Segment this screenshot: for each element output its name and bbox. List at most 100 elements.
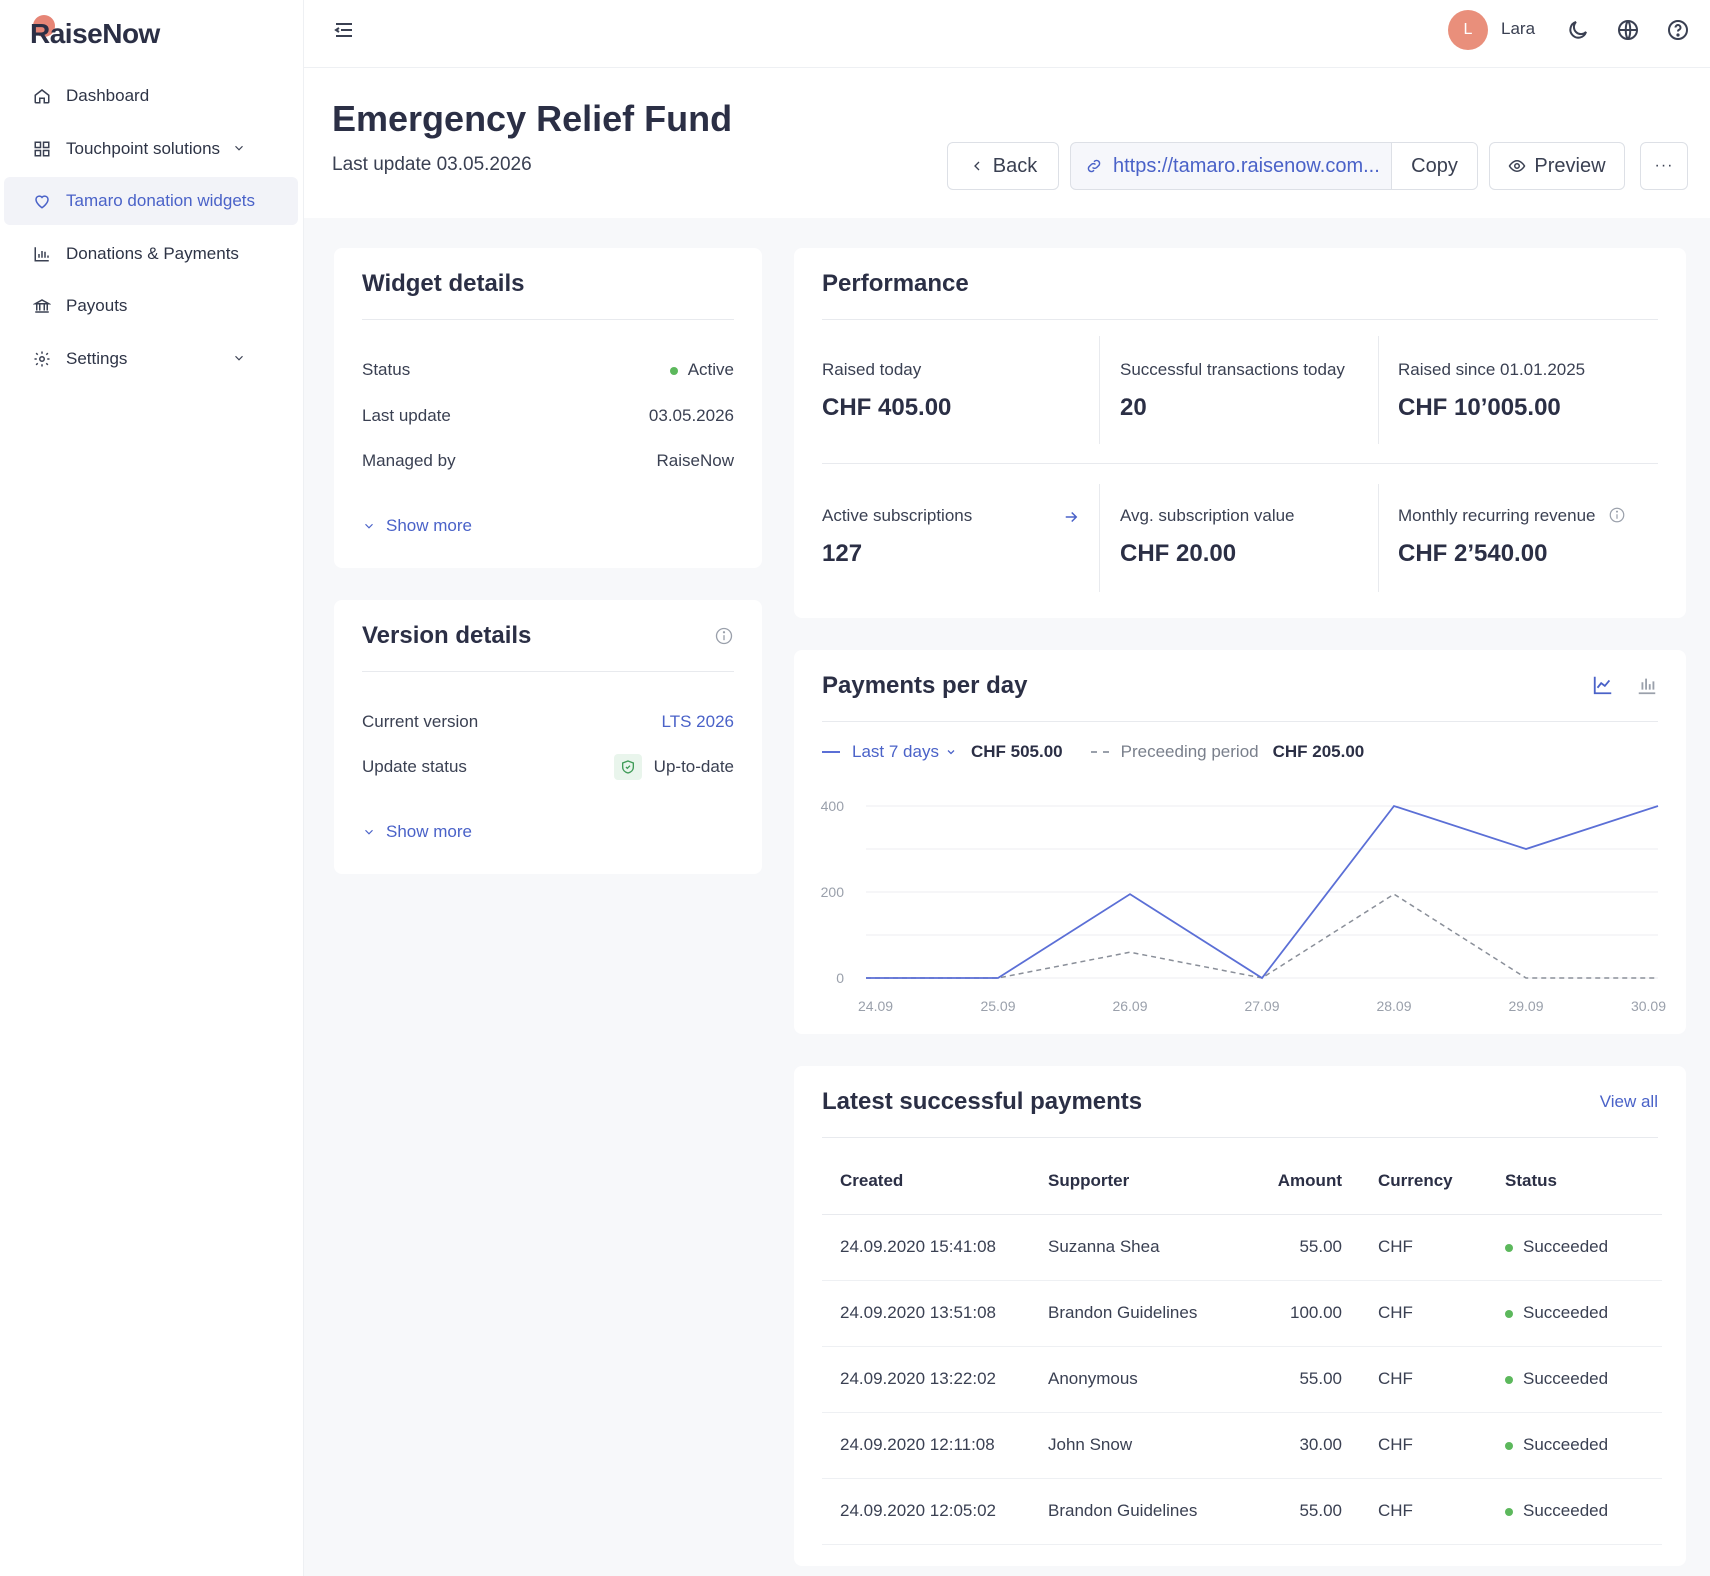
help-icon[interactable]	[1666, 18, 1690, 42]
sidebar-item-label: Touchpoint solutions	[66, 138, 221, 158]
last-update-value: 03.05.2026	[648, 406, 734, 425]
more-options-button[interactable]: ···	[1640, 142, 1688, 190]
globe-icon[interactable]	[1616, 18, 1640, 42]
chevron-down-icon	[947, 750, 955, 755]
sidebar: RaiseNow Dashboard Touchpoint solutions …	[0, 0, 304, 1576]
logo-dot	[33, 15, 55, 37]
stat-active-subscriptions[interactable]: Active subscriptions 127	[822, 506, 1080, 568]
cell-status: Succeeded	[1487, 1478, 1662, 1545]
sidebar-item-touchpoint-solutions[interactable]: Touchpoint solutions	[4, 125, 298, 173]
status-text: Succeeded	[1523, 1237, 1609, 1256]
x-tick-label: 29.09	[1508, 998, 1543, 1014]
status-dot	[1505, 1375, 1513, 1384]
sidebar-item-label: Dashboard	[66, 86, 150, 105]
avatar[interactable]: L	[1448, 10, 1488, 50]
sidebar-item-tamaro-donation-widgets[interactable]: Tamaro donation widgets	[4, 177, 298, 225]
info-icon[interactable]	[714, 626, 734, 646]
status-dot	[1505, 1243, 1513, 1252]
show-more-button[interactable]: Show more	[362, 822, 472, 842]
chart-legend: Last 7 days CHF 505.00 Preceeding period…	[822, 742, 1364, 762]
stat-label: Active subscriptions	[822, 506, 973, 525]
page-subtitle: Last update 03.05.2026	[332, 154, 532, 175]
status-text: Succeeded	[1523, 1369, 1609, 1388]
divider	[1378, 336, 1379, 444]
column-header-supporter[interactable]: Supporter	[1030, 1148, 1250, 1215]
stat-label: Raised since 01.01.2025	[1398, 360, 1586, 379]
show-more-label: Show more	[386, 822, 472, 841]
table-row[interactable]: 24.09.2020 12:11:08 John Snow 30.00 CHF …	[822, 1412, 1662, 1479]
previous-period-total: CHF 205.00	[1272, 742, 1365, 761]
widget-details-card: Widget details Status Active Last update…	[334, 248, 762, 568]
copy-button[interactable]: Copy	[1391, 143, 1477, 189]
update-status-value: Up-to-date	[613, 754, 734, 780]
shield-check-icon	[613, 754, 642, 780]
stat-label-text: Monthly recurring revenue	[1398, 506, 1596, 525]
cell-amount: 55.00	[1250, 1346, 1360, 1413]
view-all-link[interactable]: View all	[1599, 1092, 1658, 1111]
cell-supporter: Anonymous	[1030, 1346, 1250, 1413]
bar-chart-icon[interactable]	[1636, 674, 1658, 696]
sidebar-item-settings[interactable]: Settings	[4, 335, 298, 383]
user-name[interactable]: Lara	[1501, 19, 1536, 38]
legend-swatch-previous	[1090, 751, 1109, 753]
column-header-amount[interactable]: Amount	[1250, 1148, 1360, 1215]
raisenow-logo[interactable]: RaiseNow	[30, 15, 160, 50]
widget-url-link[interactable]: https://tamaro.raisenow.com...	[1071, 143, 1391, 189]
cell-amount: 55.00	[1250, 1478, 1360, 1545]
column-header-currency[interactable]: Currency	[1360, 1148, 1487, 1215]
y-tick-label: 200	[821, 884, 845, 900]
update-status-text: Up-to-date	[653, 757, 734, 776]
moon-icon[interactable]	[1566, 18, 1590, 42]
status-text: Active	[687, 360, 734, 379]
series-line-last-7-days	[866, 804, 1659, 980]
sidebar-item-label: Donations & Payments	[66, 243, 239, 263]
cell-supporter: Suzanna Shea	[1030, 1214, 1250, 1281]
widget-details-title: Widget details	[362, 270, 525, 297]
status-dot	[669, 366, 678, 375]
info-icon[interactable]	[1608, 506, 1626, 524]
sidebar-item-payouts[interactable]: Payouts	[4, 282, 298, 330]
chevron-down-icon	[365, 829, 373, 835]
series-line-preceeding-period	[866, 893, 1658, 979]
period-total: CHF 505.00	[970, 742, 1063, 761]
current-version-label: Current version	[362, 712, 479, 731]
back-button[interactable]: Back	[947, 142, 1059, 190]
table-header-row: Created Supporter Amount Currency Status	[822, 1148, 1662, 1215]
x-tick-label: 28.09	[1376, 998, 1411, 1014]
cell-supporter: Brandon Guidelines	[1030, 1478, 1250, 1545]
divider	[822, 319, 1658, 320]
line-chart-icon[interactable]	[1592, 674, 1614, 696]
divider	[362, 319, 734, 320]
arrow-right-icon[interactable]	[1062, 508, 1080, 526]
payments-line-chart: 0 200 400 24.09 25.09 26.09 27.09 28.09 29.09 30.…	[821, 798, 1667, 1014]
table-row[interactable]: 24.09.2020 15:41:08 Suzanna Shea 55.00 C…	[822, 1214, 1662, 1281]
show-more-button[interactable]: Show more	[362, 516, 472, 536]
update-status-label: Update status	[362, 757, 467, 776]
last-update-label: Last update	[362, 406, 451, 425]
column-header-created[interactable]: Created	[822, 1148, 1030, 1215]
gear-icon	[32, 349, 52, 369]
sidebar-item-label: Payouts	[66, 296, 128, 315]
status-dot	[1505, 1507, 1513, 1516]
table-row[interactable]: 24.09.2020 13:51:08 Brandon Guidelines 1…	[822, 1280, 1662, 1347]
chevron-down-icon[interactable]	[232, 351, 246, 365]
chevron-down-icon[interactable]	[232, 141, 246, 155]
link-icon	[1087, 159, 1101, 173]
divider	[822, 1137, 1658, 1138]
table-row[interactable]: 24.09.2020 13:22:02 Anonymous 55.00 CHF …	[822, 1346, 1662, 1413]
column-header-status[interactable]: Status	[1487, 1148, 1662, 1215]
period-selector[interactable]: Last 7 days	[852, 742, 957, 762]
divider	[362, 671, 734, 672]
period-label: Last 7 days	[852, 742, 939, 761]
table-row[interactable]: 24.09.2020 12:05:02 Brandon Guidelines 5…	[822, 1478, 1662, 1545]
sidebar-item-dashboard[interactable]: Dashboard	[4, 72, 298, 120]
payments-per-day-title: Payments per day	[822, 672, 1028, 699]
menu-collapse-icon[interactable]	[332, 18, 356, 42]
stat-raised-today: Raised today CHF 405.00	[822, 360, 951, 422]
x-tick-label: 26.09	[1112, 998, 1147, 1014]
performance-card: Performance Raised today CHF 405.00 Succ…	[794, 248, 1686, 618]
preview-button[interactable]: Preview	[1489, 142, 1625, 190]
sidebar-item-donations-payments[interactable]: Donations & Payments	[4, 230, 298, 278]
current-version-link[interactable]: LTS 2026	[661, 712, 734, 731]
status-text: Succeeded	[1523, 1303, 1609, 1322]
